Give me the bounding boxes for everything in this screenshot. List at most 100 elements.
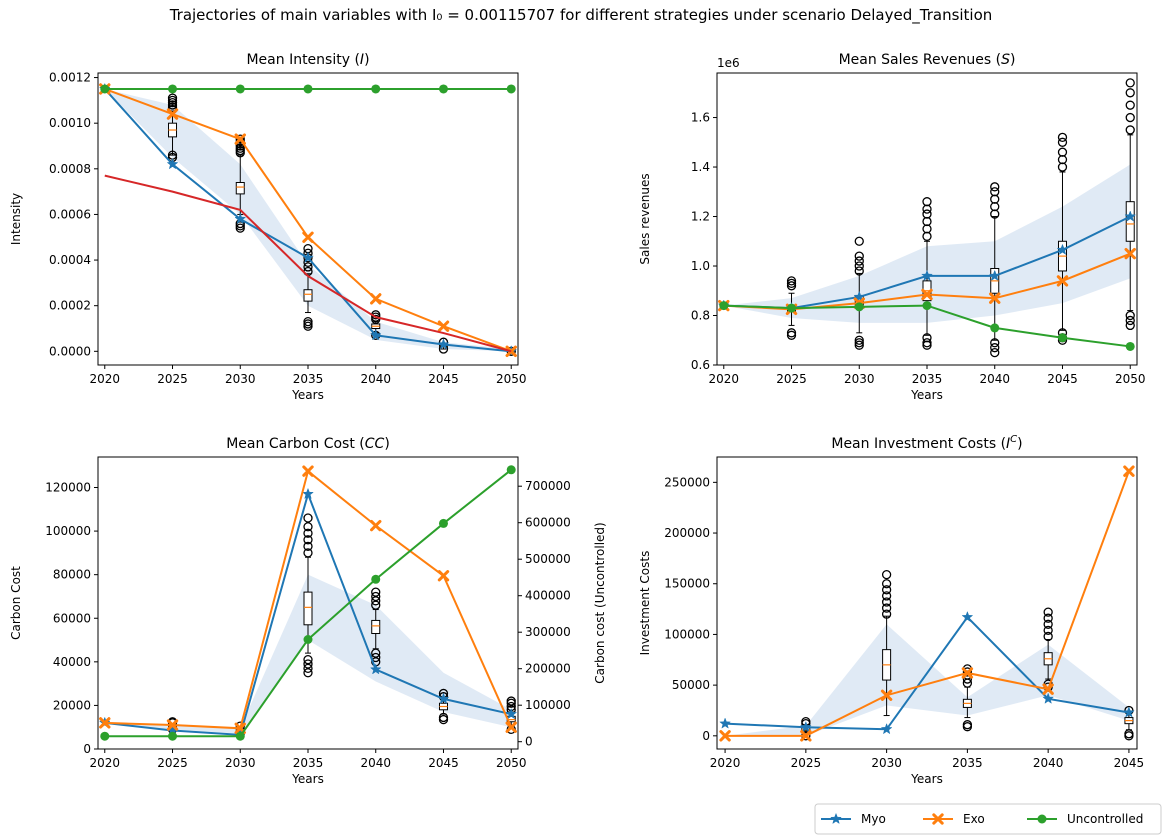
box-flier [303, 548, 313, 558]
box-flier [881, 585, 892, 595]
series-point [371, 574, 381, 584]
box-flier [1057, 132, 1068, 142]
series-line [725, 470, 1130, 737]
panel-title: Mean Sales Revenues (S) [839, 52, 1016, 68]
box-flier [371, 596, 381, 606]
y-tick-label: 20000 [53, 698, 91, 712]
box-flier [962, 720, 973, 730]
y-tick-label: 0 [702, 729, 710, 743]
series-point [100, 731, 110, 741]
legend-marker [932, 813, 944, 825]
series-point [1056, 243, 1069, 255]
y2-tick-label: 400000 [525, 589, 571, 603]
box-flier [506, 696, 516, 706]
series-point [1057, 333, 1067, 343]
series-uncontrolled [100, 465, 516, 741]
y-tick-label: 1.2 [691, 210, 710, 224]
legend-marker [1037, 814, 1047, 824]
plot-area [717, 78, 1137, 358]
y-tick-label: 100000 [664, 627, 710, 641]
box-flier [881, 609, 892, 619]
series-point [369, 663, 382, 675]
y-axis-label: Intensity [9, 193, 23, 245]
series-point [369, 329, 382, 341]
series-line [104, 174, 512, 353]
axes-frame [716, 456, 1138, 750]
series-point [99, 717, 111, 729]
x-tick-label: 2040 [979, 372, 1010, 386]
series-point [302, 487, 314, 500]
box-body [303, 591, 313, 626]
y-tick-label: 0.6 [691, 358, 710, 372]
box-flier [303, 535, 313, 545]
series-point [989, 292, 1001, 304]
box-flier [438, 712, 449, 723]
series-point [235, 731, 245, 741]
box-flier [962, 667, 973, 677]
series-point [166, 158, 179, 170]
series-point [1042, 692, 1055, 704]
x-tick-label: 2035 [952, 756, 983, 770]
box-body [1125, 201, 1135, 242]
box-flier [922, 333, 932, 343]
box-flier [1043, 607, 1053, 617]
box-flier [922, 338, 932, 348]
x-tick-label: 2030 [871, 756, 902, 770]
x-tick-label: 2045 [428, 756, 459, 770]
legend-label: Exo [963, 812, 985, 826]
series-uncontrolled [719, 301, 1135, 351]
x-tick-label: 2035 [293, 756, 324, 770]
box-flier [990, 187, 1000, 197]
series-point [234, 212, 247, 225]
y-tick-label: 0 [83, 742, 91, 756]
box-flier [854, 251, 864, 261]
box-body [303, 289, 313, 302]
series-point [371, 84, 381, 94]
box-flier [371, 648, 381, 658]
y-tick-label: 40000 [53, 655, 91, 669]
box-flier [854, 335, 864, 345]
y2-axis-label: Carbon cost (Uncontrolled) [593, 522, 607, 683]
series-point [921, 269, 933, 281]
series-point [303, 84, 313, 94]
y-tick-label: 1.4 [691, 160, 710, 174]
legend-entry-exo: Exo [923, 812, 985, 826]
box-flier [786, 328, 797, 338]
series-point [505, 707, 518, 720]
box-body [235, 182, 245, 195]
box-flier [881, 597, 892, 607]
y-tick-label: 0.8 [691, 309, 710, 323]
boxplot-2040 [371, 587, 381, 667]
series-point [1042, 683, 1054, 695]
box-flier [881, 591, 892, 601]
series-point [437, 338, 450, 350]
panel-title: Mean Intensity (I) [246, 52, 369, 68]
y-axis-label: Sales revenues [638, 173, 652, 264]
x-tick-label: 2020 [90, 756, 121, 770]
boxplot-2045 [1057, 132, 1068, 345]
box-flier [1125, 315, 1135, 326]
y-tick-label: 250000 [664, 475, 710, 489]
series-point [303, 635, 313, 644]
y-tick-label: 1.6 [691, 111, 710, 125]
series-point [506, 84, 516, 94]
series-point [787, 303, 797, 313]
y2-tick-label: 200000 [525, 662, 571, 676]
box-flier [854, 256, 864, 266]
box-flier [786, 278, 797, 288]
box-flier [990, 182, 1000, 192]
series-point [234, 133, 246, 145]
box-flier [303, 513, 313, 523]
boxplot-2030 [881, 569, 892, 717]
legend-marker [830, 812, 842, 825]
x-axis-label: Years [910, 772, 943, 786]
series-point [370, 293, 382, 305]
chart-panels: 2020 2025 2030 2035 2040 2045 2050 0.0000 0.0002… [9, 52, 1145, 786]
series-line [725, 615, 1130, 731]
y2-tick-label: 600000 [525, 516, 571, 530]
series-point [719, 301, 729, 311]
series-point [922, 301, 932, 311]
x-tick-label: 2040 [1033, 756, 1064, 770]
box-flier [371, 587, 381, 597]
y2-tick-label: 100000 [525, 698, 571, 712]
